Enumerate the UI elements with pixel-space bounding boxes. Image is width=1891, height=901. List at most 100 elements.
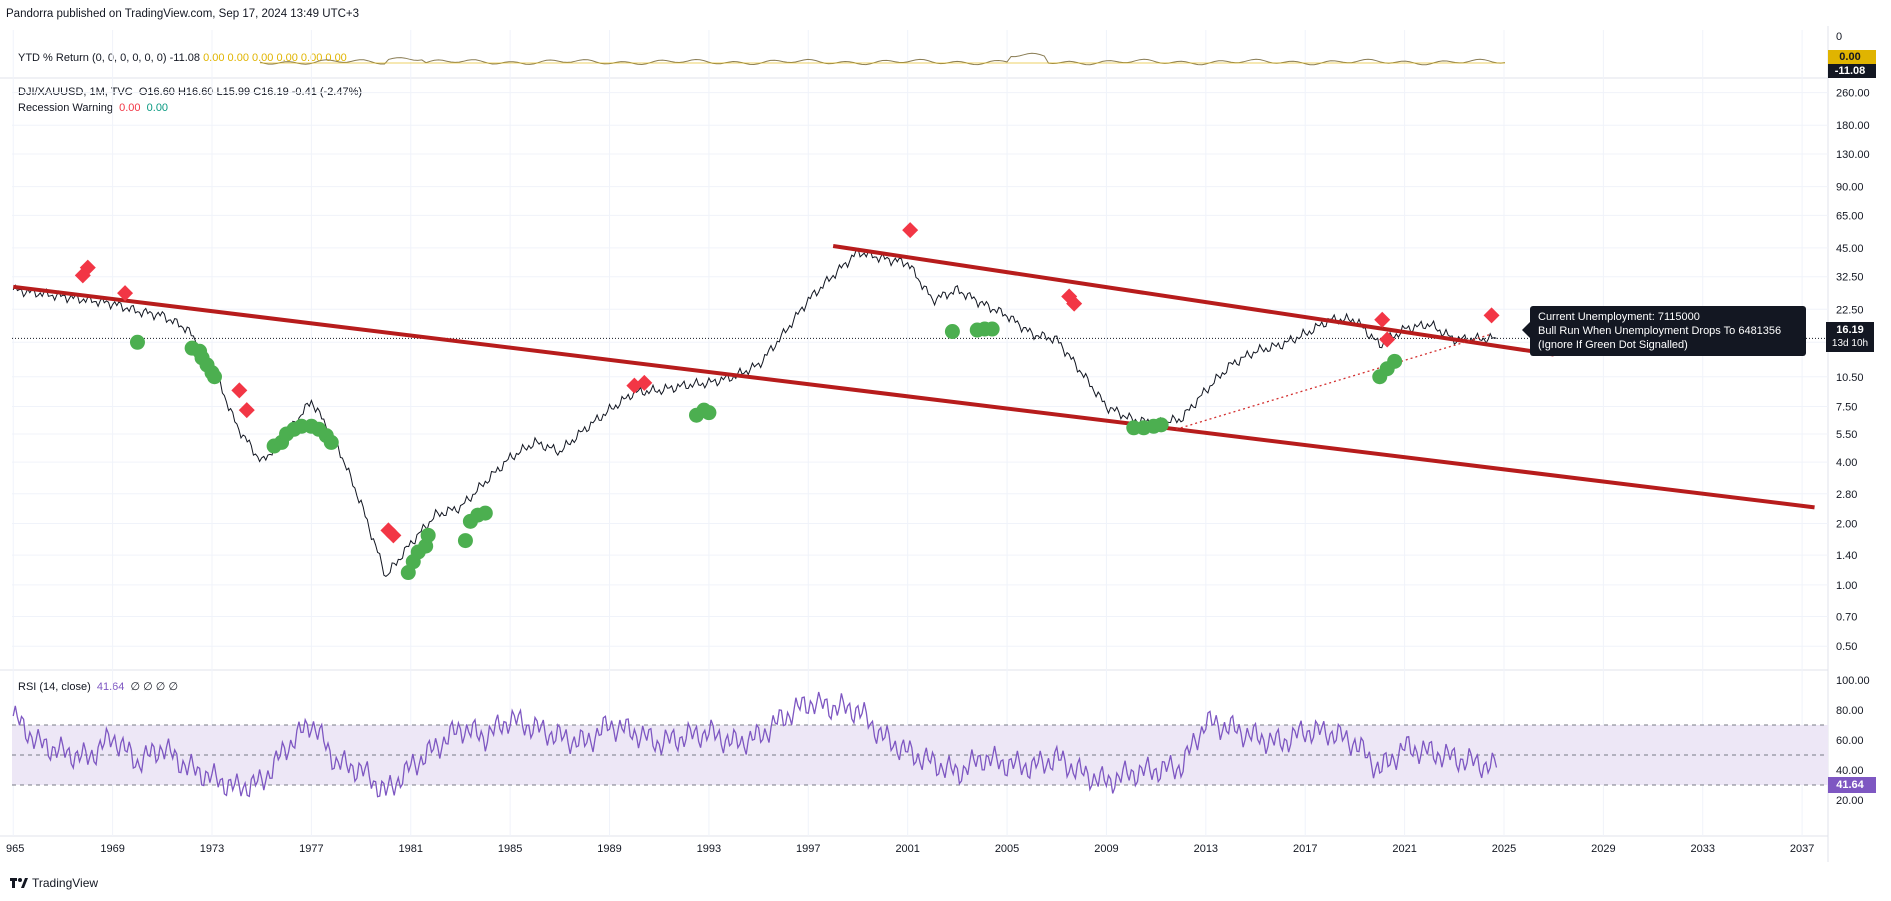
tooltip-line-3: (Ignore If Green Dot Signalled) [1538, 339, 1688, 351]
y-tick-label: 2.80 [1836, 489, 1857, 501]
y-tick-label: 1.00 [1836, 580, 1857, 592]
green-signal-dot [457, 533, 473, 549]
red-warning-diamond [1066, 295, 1083, 312]
ytd-tag-top: 0.00 [1839, 51, 1861, 63]
green-signal-dot [1153, 417, 1169, 433]
ytd-legend-name: YTD % Return (0, 0, 0, 0, 0, 0) [18, 52, 167, 64]
x-tick-label: 2013 [1194, 843, 1218, 855]
publisher-line: Pandorra published on TradingView.com, S… [6, 8, 360, 20]
recession-value-green: 0.00 [146, 102, 169, 114]
x-tick-label: 2037 [1790, 843, 1814, 855]
support-dotted-line [1175, 333, 1492, 430]
rsi-tick-label: 40.00 [1836, 765, 1864, 777]
ytd-legend-extra: 0.00 0.00 0.00 0.00 0.00 0.00 [203, 52, 347, 64]
recession-label: Recession Warning [18, 102, 113, 114]
recession-value-red: 0.00 [119, 102, 141, 114]
x-tick-label: 1977 [299, 843, 323, 855]
y-tick-label: 32.50 [1836, 272, 1864, 284]
rsi-legend-name: RSI (14, close) [18, 681, 91, 693]
x-tick-label: 1993 [697, 843, 721, 855]
rsi-tick-label: 20.00 [1836, 795, 1864, 807]
green-signal-dot [323, 434, 339, 450]
unemployment-tooltip: Current Unemployment: 7115000 Bull Run W… [1522, 306, 1806, 356]
x-tick-label: 2021 [1392, 843, 1416, 855]
symbol-label: DJI/XAUUSD, 1M, TVC [18, 86, 133, 98]
green-signal-dot [129, 334, 145, 350]
main-pane [12, 222, 1828, 581]
red-warning-diamond [385, 527, 402, 544]
y-tick-label: 5.50 [1836, 429, 1857, 441]
y-tick-label: 10.50 [1836, 372, 1864, 384]
ytd-tick-label: 0 [1836, 31, 1842, 43]
red-warning-diamond [238, 402, 255, 419]
x-tick-label: 1985 [498, 843, 522, 855]
y-tick-label: 2.00 [1836, 519, 1857, 531]
rsi-legend[interactable]: RSI (14, close) 41.64 ∅ ∅ ∅ ∅ [18, 680, 178, 693]
ytd-tag-bottom: -11.08 [1834, 65, 1866, 77]
red-warning-diamond [117, 285, 134, 302]
y-tick-label: 4.00 [1836, 457, 1857, 469]
green-signal-dot [1387, 353, 1403, 369]
x-tick-label: 2001 [895, 843, 919, 855]
x-tick-label: 1981 [399, 843, 423, 855]
footer-brand-text: TradingView [32, 876, 99, 890]
green-signal-dot [477, 505, 493, 521]
ytd-tag-bottom-bg [1828, 64, 1876, 78]
price-tag-value: 16.19 [1836, 324, 1864, 336]
x-tick-label: 1989 [597, 843, 621, 855]
y-tick-label: 90.00 [1836, 182, 1864, 194]
price-series-line [12, 247, 1497, 578]
red-warning-diamond [1483, 307, 1500, 324]
rsi-pane [12, 691, 1876, 798]
red-warning-diamond [79, 259, 96, 276]
axes: 965 1969 1973 1977 1981 1985 1989 1993 1997 2001 2… [6, 31, 1870, 855]
red-warning-diamond [902, 222, 919, 239]
ytd-pane [259, 50, 1876, 78]
main-legend[interactable]: DJI/XAUUSD, 1M, TVC O16.60 H16.60 L15.99… [18, 86, 362, 98]
rsi-tick-label: 100.00 [1836, 675, 1870, 687]
rsi-series-line [12, 691, 1498, 798]
y-tick-label: 260.00 [1836, 88, 1870, 100]
tooltip-line-2: Bull Run When Unemployment Drops To 6481… [1538, 325, 1782, 337]
ytd-legend-value: -11.08 [169, 52, 200, 64]
x-tick-label: 2005 [995, 843, 1019, 855]
x-tick-label: 1969 [100, 843, 124, 855]
y-tick-label: 0.50 [1836, 641, 1857, 653]
channel-upper-line [832, 244, 1554, 357]
price-tag: 16.19 13d 10h [1826, 322, 1874, 352]
green-signal-dot [984, 321, 1000, 337]
red-warning-diamond [231, 382, 248, 399]
ytd-tag-top-bg [1828, 50, 1876, 64]
x-tick-label: 2017 [1293, 843, 1317, 855]
x-tick-label: 965 [6, 843, 24, 855]
x-tick-label: 1973 [200, 843, 224, 855]
y-tick-label: 7.50 [1836, 402, 1857, 414]
y-tick-label: 22.50 [1836, 304, 1864, 316]
green-signal-dot [420, 527, 436, 543]
tooltip-line-1: Current Unemployment: 7115000 [1538, 311, 1700, 323]
red-warning-diamond [1374, 311, 1391, 328]
channel-lower-line [12, 284, 1815, 510]
red-warning-diamond [1379, 331, 1396, 348]
price-tag-countdown: 13d 10h [1831, 338, 1869, 349]
green-signal-dot [701, 405, 717, 421]
y-tick-label: 0.70 [1836, 611, 1857, 623]
y-tick-label: 130.00 [1836, 149, 1870, 161]
rsi-tick-label: 60.00 [1836, 735, 1864, 747]
recession-legend[interactable]: Recession Warning 0.00 0.00 [18, 102, 168, 114]
rsi-price-tag-bg [1828, 777, 1876, 793]
y-tick-label: 180.00 [1836, 120, 1870, 132]
ytd-legend[interactable]: YTD % Return (0, 0, 0, 0, 0, 0) -11.08 0… [18, 52, 347, 64]
rsi-legend-extra: ∅ ∅ ∅ ∅ [130, 681, 179, 693]
x-tick-label: 2033 [1690, 843, 1714, 855]
rsi-legend-value: 41.64 [96, 681, 125, 693]
ohlc-values: O16.60 H16.60 L15.99 C16.19 -0.41 (-2.47… [138, 86, 363, 98]
red-warning-diamond [636, 374, 653, 391]
green-signal-dot [944, 324, 960, 340]
tradingview-logo-icon [10, 878, 28, 888]
y-tick-label: 1.40 [1836, 550, 1857, 562]
x-tick-label: 2025 [1492, 843, 1516, 855]
y-tick-label: 65.00 [1836, 210, 1864, 222]
grid [0, 26, 1829, 862]
